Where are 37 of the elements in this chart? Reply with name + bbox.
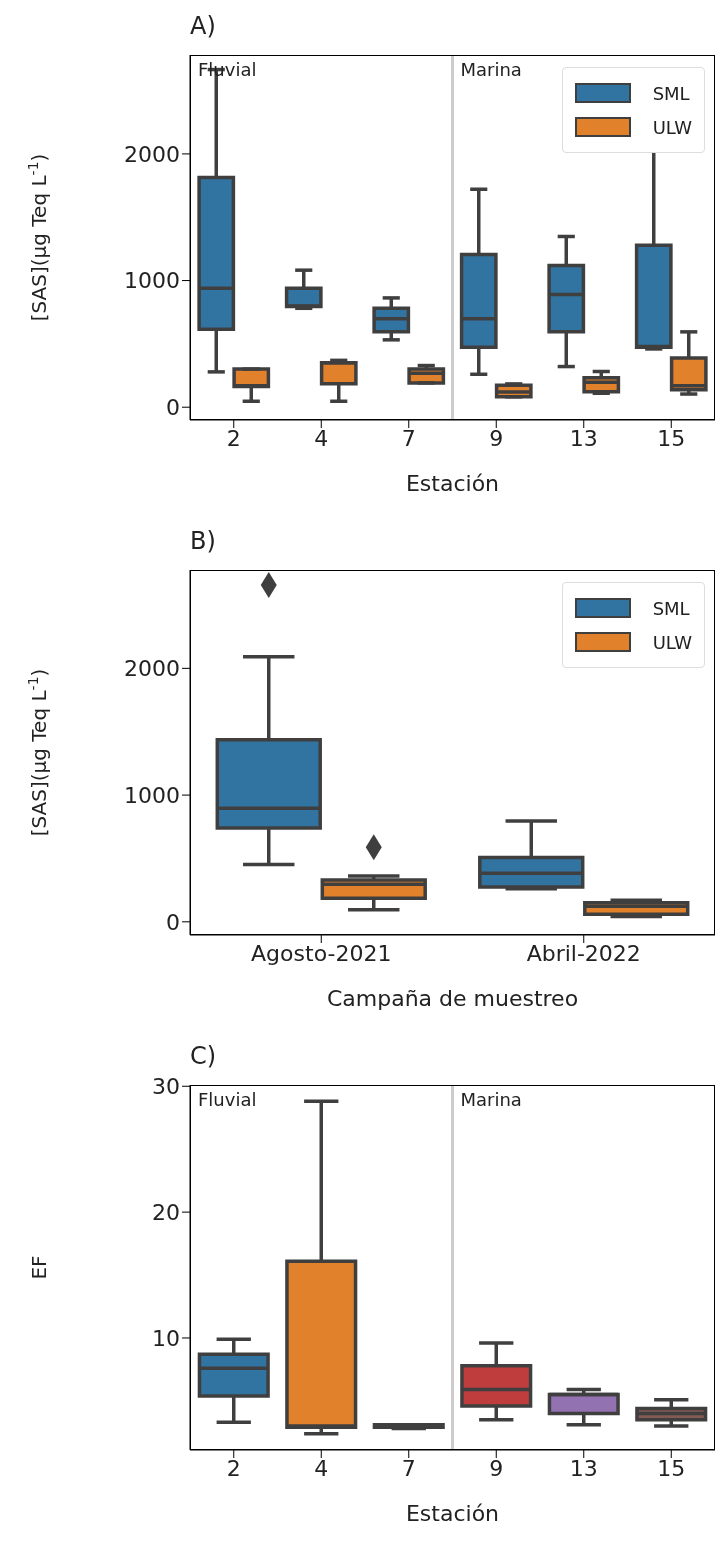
y-tick-label: 0 — [166, 395, 180, 421]
legend-label: ULW — [652, 631, 692, 653]
x-axis-title: Estación — [405, 471, 500, 496]
y-tick-label: 1000 — [124, 268, 180, 294]
legend-label: ULW — [652, 116, 692, 138]
legend-label: SML — [652, 82, 690, 104]
y-tick-label: 2000 — [124, 141, 180, 167]
y-tick-label: 2000 — [124, 656, 180, 682]
x-tick-label: 7 — [401, 425, 416, 451]
chart-title: A) — [189, 11, 217, 42]
annotation: Marina — [460, 59, 522, 80]
annotation: Fluvial — [198, 1089, 257, 1110]
chart-title: B) — [189, 526, 217, 557]
y-axis-title: EF — [27, 1255, 51, 1280]
x-tick-label: Abril-2022 — [526, 940, 641, 966]
x-axis-title: Estación — [405, 1501, 500, 1526]
x-tick-label: 7 — [401, 1455, 416, 1481]
legend-label: SML — [652, 597, 690, 619]
x-tick-label: 13 — [569, 425, 598, 451]
annotation: Marina — [460, 1089, 522, 1110]
y-tick-label: 1000 — [124, 782, 180, 808]
x-tick-label: Agosto-2021 — [251, 940, 392, 966]
x-tick-label: 2 — [226, 1455, 241, 1481]
x-axis-title: Campaña de muestreo — [326, 986, 579, 1011]
x-tick-label: 4 — [314, 1455, 329, 1481]
x-tick-label: 4 — [314, 425, 329, 451]
chart-title: C) — [189, 1041, 218, 1072]
y-tick-label: 0 — [166, 909, 180, 935]
x-tick-label: 2 — [226, 425, 241, 451]
x-tick-label: 15 — [657, 1455, 686, 1481]
y-tick-label: 10 — [152, 1325, 180, 1351]
x-tick-label: 9 — [489, 1455, 504, 1481]
x-tick-label: 9 — [489, 425, 504, 451]
y-tick-label: 20 — [152, 1199, 180, 1225]
x-tick-label: 15 — [657, 425, 686, 451]
x-tick-label: 13 — [569, 1455, 598, 1481]
y-tick-label: 30 — [152, 1074, 180, 1100]
